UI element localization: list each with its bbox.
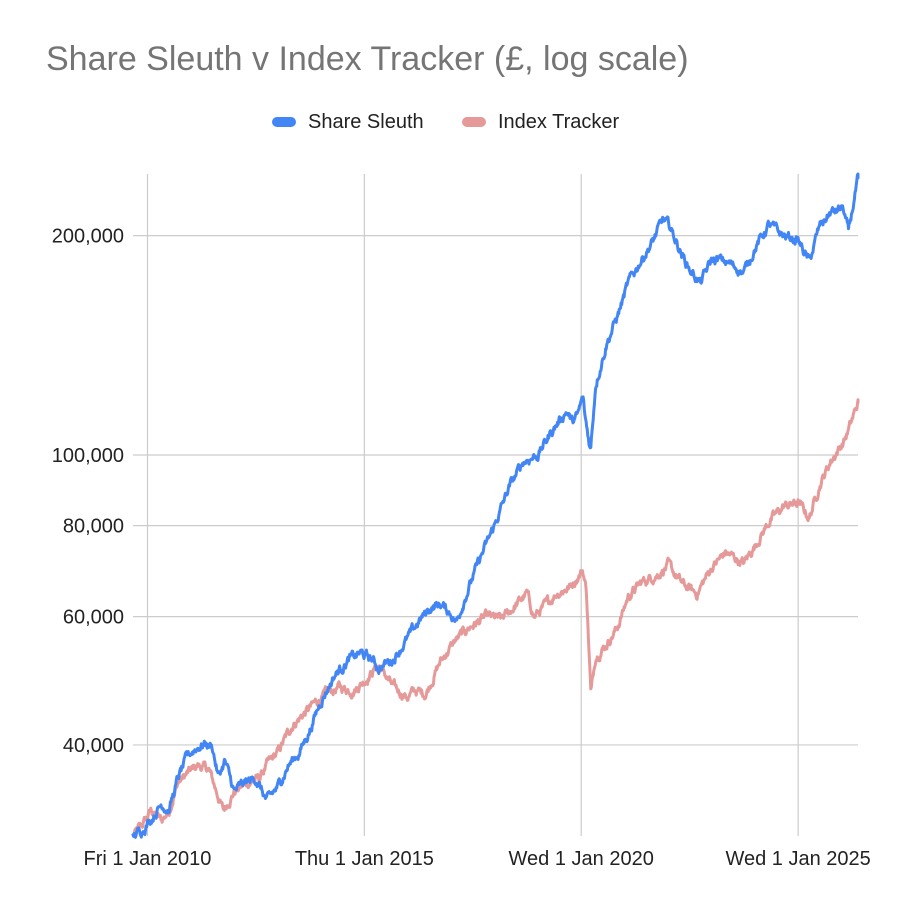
- legend: Share Sleuth Index Tracker: [0, 108, 904, 136]
- y-tick-label: 60,000: [63, 607, 124, 629]
- series-lines: [131, 172, 860, 839]
- y-tick-label: 100,000: [52, 445, 124, 467]
- series-line-index-tracker: [131, 398, 860, 838]
- legend-label-share-sleuth: Share Sleuth: [308, 110, 424, 133]
- legend-label-index-tracker: Index Tracker: [498, 110, 620, 133]
- legend-swatch-share-sleuth: [272, 117, 296, 127]
- chart-title: Share Sleuth v Index Tracker (£, log sca…: [46, 40, 689, 78]
- y-tick-label: 200,000: [52, 226, 124, 248]
- x-tick-label: Fri 1 Jan 2010: [84, 848, 212, 870]
- x-tick-label: Wed 1 Jan 2020: [509, 848, 654, 870]
- legend-item-index-tracker[interactable]: Index Tracker: [462, 108, 619, 136]
- x-tick-label: Thu 1 Jan 2015: [295, 848, 434, 870]
- legend-item-share-sleuth[interactable]: Share Sleuth: [272, 108, 424, 136]
- tick-labels: 40,000 60,000 80,000 100,000 200,000 Fri 1 Ja…: [52, 226, 871, 870]
- y-tick-label: 40,000: [63, 735, 124, 757]
- series-line-share-sleuth: [131, 172, 860, 839]
- grid-lines: [133, 174, 858, 836]
- legend-swatch-index-tracker: [462, 117, 486, 127]
- y-tick-label: 80,000: [63, 516, 124, 538]
- x-tick-label: Wed 1 Jan 2025: [725, 848, 870, 870]
